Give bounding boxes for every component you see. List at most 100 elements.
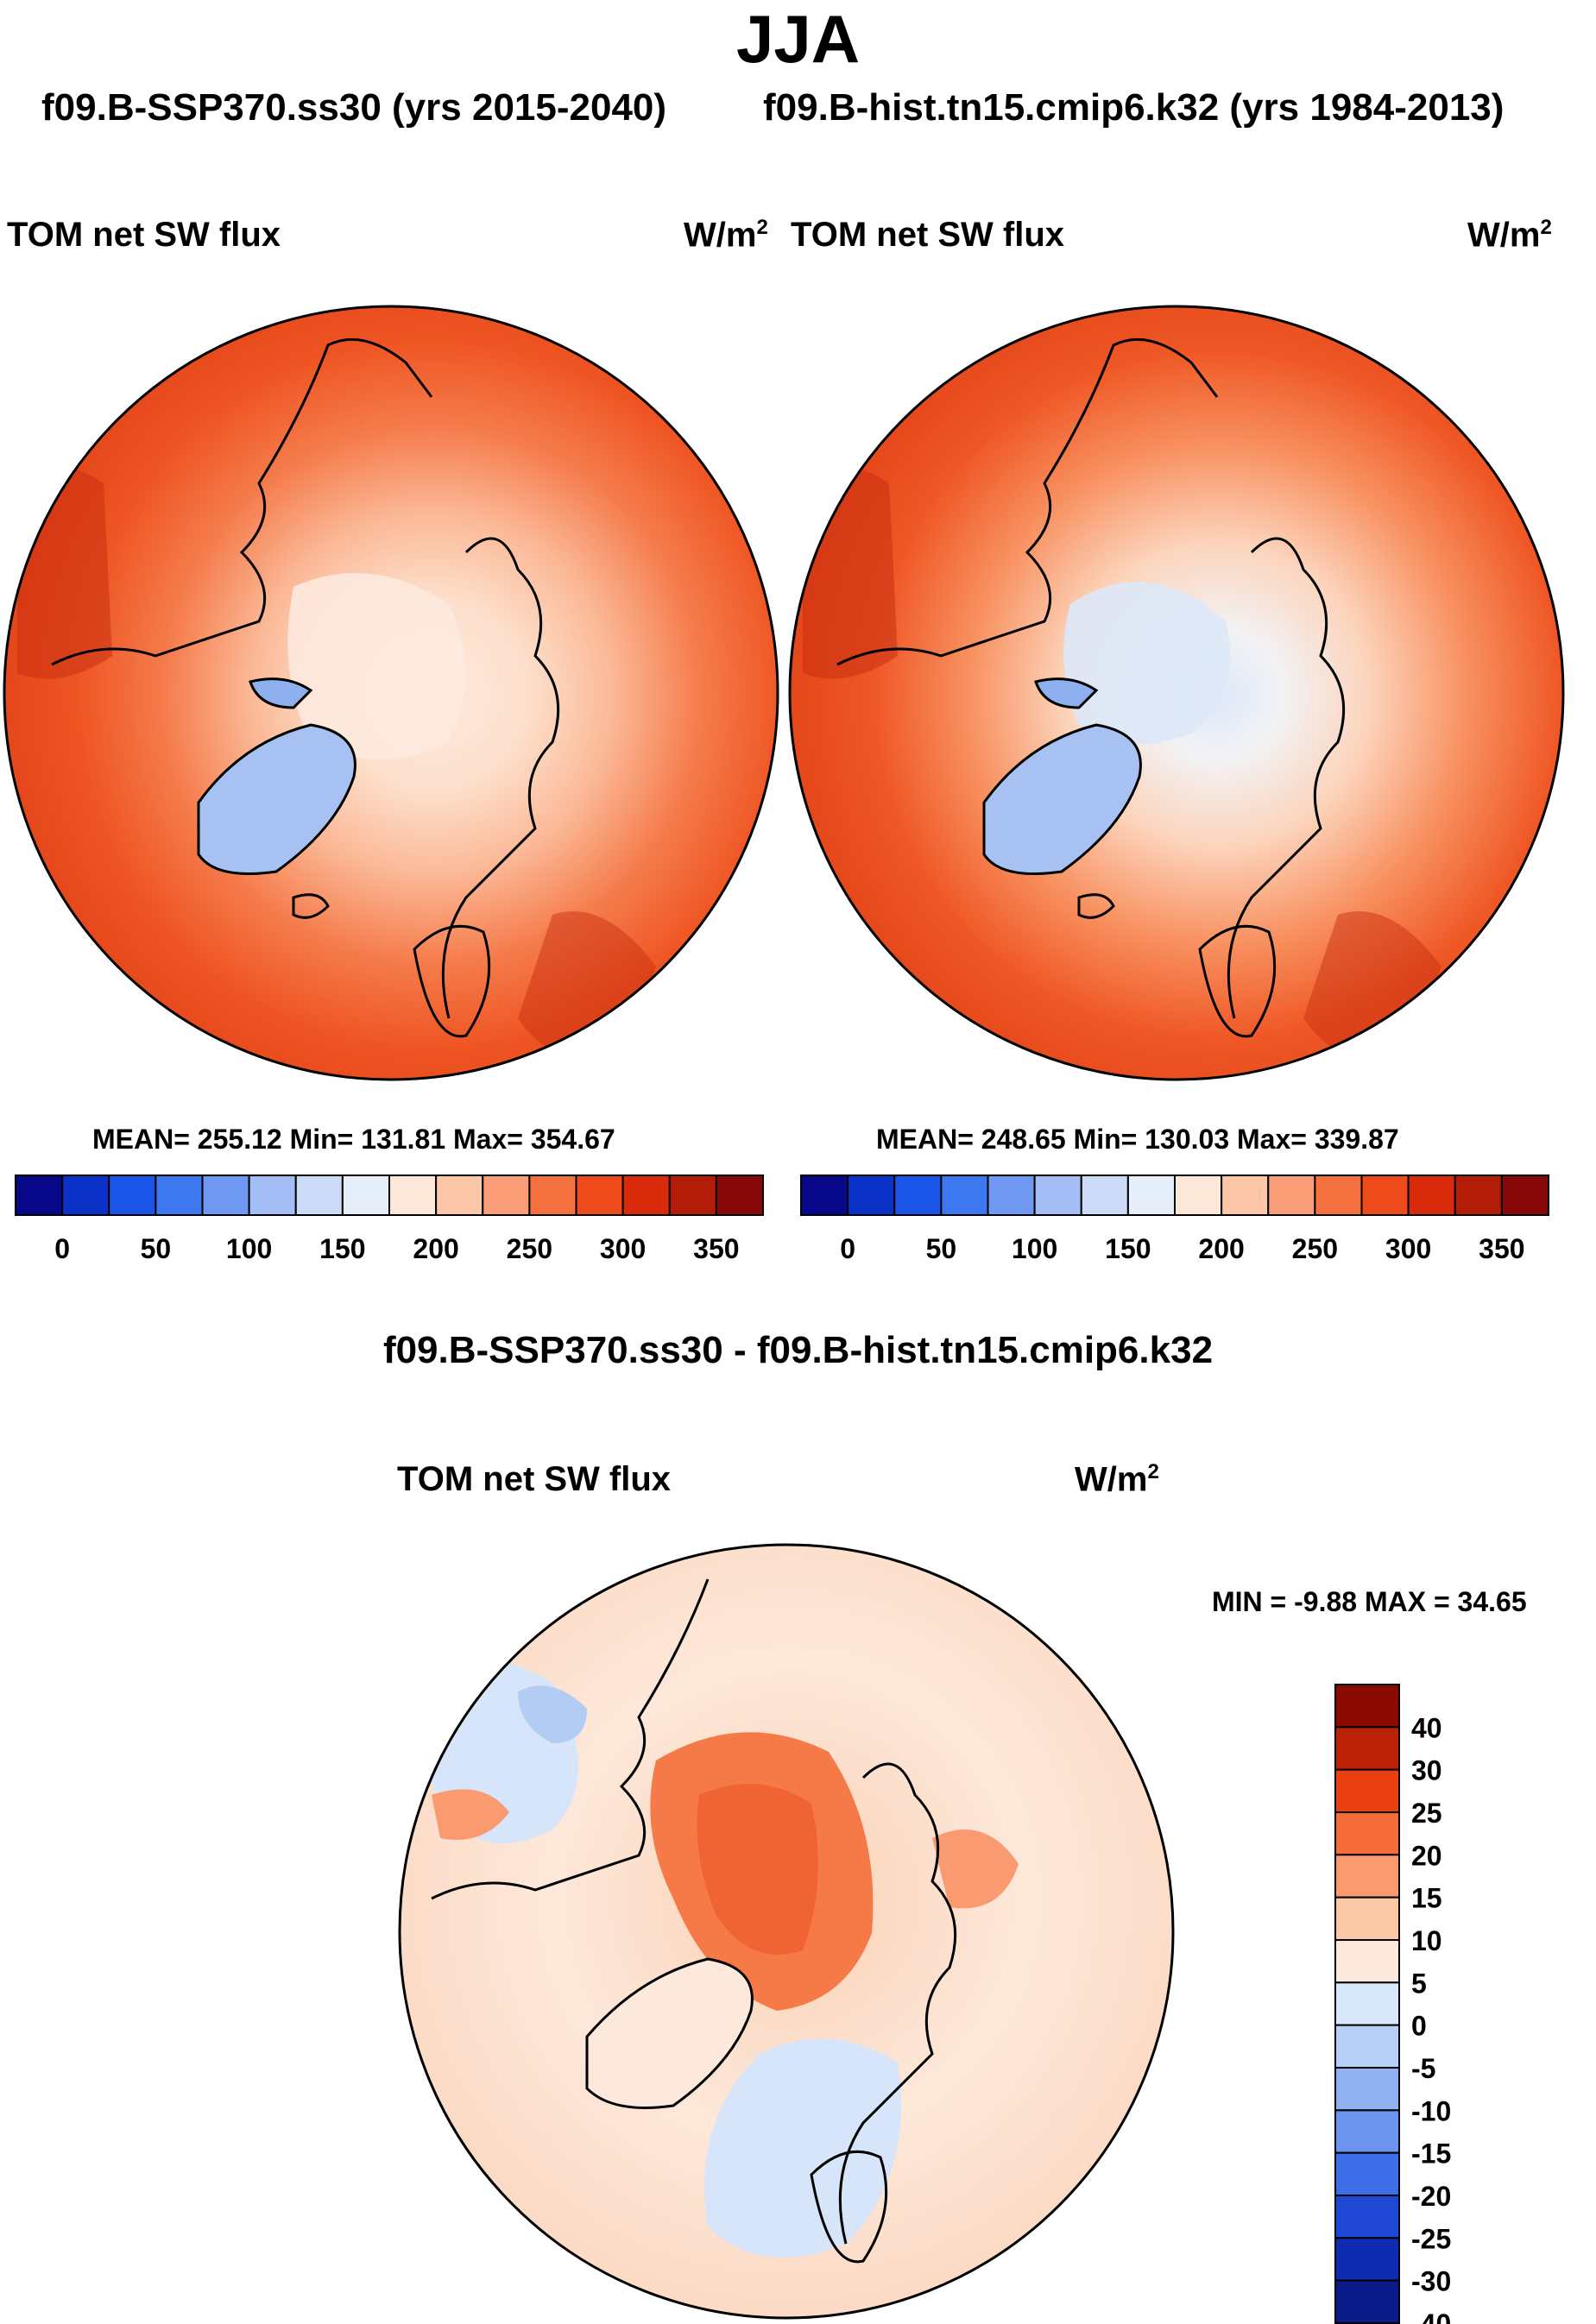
colorbar-tick-label: 100 [1012, 1233, 1057, 1264]
map-panel-control [788, 305, 1565, 1081]
scandinavia-coastline [810, 2150, 888, 2264]
colorbar-tick-label: 15 [1411, 1883, 1442, 1914]
colorbar-segment [528, 1175, 577, 1216]
colorbar-segment [1334, 1981, 1400, 2026]
colorbar-tick-label: 100 [226, 1233, 272, 1264]
colorbar-segment [940, 1175, 989, 1216]
colorbar-tick-label: 50 [141, 1233, 172, 1264]
negative-anomaly-core [518, 1685, 587, 1743]
colorbar-segment [1334, 1896, 1400, 1942]
eurasia-coastline [441, 537, 560, 1019]
colorbar-segment [15, 1175, 64, 1216]
difference-variable-label: TOM net SW flux [397, 1460, 672, 1498]
panel-stats-case: MEAN= 255.12 Min= 131.81 Max= 354.67 [92, 1124, 615, 1155]
colorbar-tick-label: 10 [1411, 1925, 1442, 1956]
colorbar-segment [1334, 1811, 1400, 1856]
greenland-ice-sheet [197, 723, 356, 875]
colorbar-tick-label: -5 [1411, 2053, 1435, 2084]
pacific-high-flux-patch [17, 466, 112, 679]
control-subtitle: f09.B-hist.tn15.cmip6.k32 (yrs 1984-2013… [763, 86, 1505, 129]
colorbar-segment [1334, 2195, 1400, 2239]
arctic-ocean-low-flux [287, 573, 466, 759]
eurasia-coastline [1227, 537, 1346, 1019]
colorbar-tick-label: 40 [1411, 1712, 1442, 1743]
colorbar-segment [1126, 1175, 1176, 1216]
colorbar-segment [155, 1175, 204, 1216]
map-boundary-circle [3, 305, 779, 1081]
colorbar-segment [1334, 1684, 1400, 1729]
colorbar-tick-label: -10 [1411, 2095, 1451, 2126]
eurasia-coastline [838, 1762, 957, 2245]
scandinavia-coastline [1198, 924, 1277, 1038]
colorbar-tick-label: 300 [600, 1233, 646, 1264]
colorbar-tick-label: -30 [1411, 2266, 1451, 2297]
colorbar-tick-label: 150 [1105, 1233, 1151, 1264]
panel-variable-label: TOM net SW flux [7, 216, 281, 254]
colorbar-segment [248, 1175, 297, 1216]
difference-title: f09.B-SSP370.ss30 - f09.B-hist.tn15.cmip… [382, 1329, 1214, 1371]
colorbar-segment [1454, 1175, 1503, 1216]
colorbar-tick-label: 25 [1411, 1798, 1442, 1829]
colorbar-segment [1500, 1175, 1549, 1216]
colorbar-tick-label: 250 [507, 1233, 552, 1264]
colorbar-segment [1334, 1939, 1400, 1984]
colorbar-tick-label: 200 [1198, 1233, 1244, 1264]
colorbar-segment [341, 1175, 390, 1216]
colorbar-segment [1334, 2067, 1400, 2112]
positive-anomaly-patch [932, 1830, 1019, 1909]
colorbar-tick-label: 150 [319, 1233, 365, 1264]
colorbar-tick-label: 350 [1479, 1233, 1524, 1264]
colorbar-case: 0 50 100 150 200 250 300 350 [15, 1175, 764, 1264]
colorbar-tick-label: 0 [54, 1233, 70, 1264]
panel-variable-label: TOM net SW flux [791, 216, 1065, 254]
north-america-coastline [431, 1578, 710, 1900]
north-america-coastline [51, 337, 433, 666]
iceland-coastline [292, 893, 330, 919]
colorbar-segment [847, 1175, 896, 1216]
colorbar-segment [715, 1175, 764, 1216]
colorbar-segment [1334, 2151, 1400, 2197]
iceland-coastline [1077, 893, 1115, 919]
scandinavia-coastline [413, 924, 491, 1038]
colorbar-tick-label: 250 [1292, 1233, 1338, 1264]
colorbar-segment [668, 1175, 717, 1216]
ellesmere-ice [1034, 677, 1099, 709]
greenland-ice-sheet [982, 723, 1142, 875]
colorbar-segment [1360, 1175, 1410, 1216]
colorbar-tick-label: -20 [1411, 2181, 1451, 2212]
colorbar-segment [1334, 1768, 1400, 1814]
map-panel-case [3, 305, 779, 1081]
colorbar-tick-label: -25 [1411, 2223, 1451, 2254]
colorbar-tick-label: 5 [1411, 1968, 1427, 1999]
colorbar-segment [482, 1175, 531, 1216]
colorbar-difference: 40 30 25 20 15 10 5 0 -5 -10 -15 -20 -25 -30 -40 [1334, 1684, 1451, 2324]
colorbar-tick-label: 50 [926, 1233, 957, 1264]
colorbar-segment [108, 1175, 157, 1216]
colorbar-tick-label: 200 [413, 1233, 458, 1264]
colorbar-tick-label: 0 [1411, 2011, 1427, 2042]
colorbar-segment [61, 1175, 110, 1216]
colorbar-segment [987, 1175, 1036, 1216]
positive-anomaly-patch [432, 1789, 509, 1840]
colorbar-segment [1334, 2024, 1400, 2069]
colorbar-segment [1334, 2279, 1400, 2324]
greenland-outline [585, 1957, 754, 2109]
arctic-ocean-low-flux [1063, 582, 1230, 745]
colorbar-segment [1221, 1175, 1270, 1216]
difference-minmax: MIN = -9.88 MAX = 34.65 [1212, 1586, 1527, 1617]
panel-stats-control: MEAN= 248.65 Min= 130.03 Max= 339.87 [876, 1124, 1399, 1155]
colorbar-segment [893, 1175, 943, 1216]
case-subtitle: f09.B-SSP370.ss30 (yrs 2015-2040) [41, 86, 667, 129]
colorbar-segment [435, 1175, 484, 1216]
colorbar-segment [621, 1175, 671, 1216]
colorbar-segment [388, 1175, 438, 1216]
positive-anomaly-core [697, 1784, 818, 1955]
ellesmere-ice [249, 677, 313, 709]
map-panel-difference [398, 1543, 1175, 2320]
colorbar-segment [1033, 1175, 1082, 1216]
colorbar-segment [294, 1175, 344, 1216]
colorbar-segment [1334, 1854, 1400, 1899]
pacific-high-flux-patch [803, 466, 898, 679]
panel-units-label: W/m2 [684, 216, 768, 255]
